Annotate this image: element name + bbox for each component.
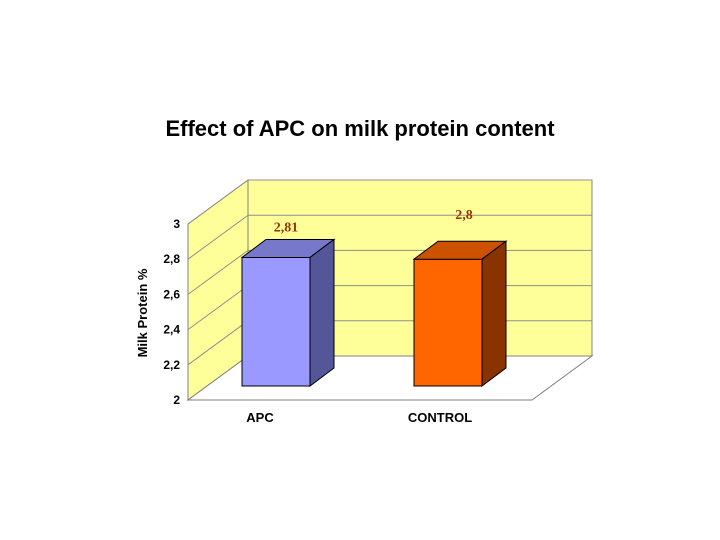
y-tick-label: 2,8 [163, 252, 180, 266]
x-category-label: APC [246, 410, 274, 425]
data-labels: 2,81 2,8 [274, 208, 473, 235]
bar-front [241, 256, 311, 387]
data-label: 2,81 [274, 220, 299, 235]
x-category-label: CONTROL [408, 410, 472, 425]
y-tick-label: 3 [173, 217, 180, 231]
x-category-labels: APC CONTROL [246, 410, 472, 425]
gridline [187, 214, 592, 260]
bar-side [481, 240, 507, 387]
y-axis-label: Milk Protein % [135, 268, 150, 357]
y-tick-label: 2 [173, 393, 180, 407]
bars [240, 238, 508, 387]
bar-control [412, 240, 508, 387]
bar-apc [240, 238, 336, 387]
chart-title: Effect of APC on milk protein content [165, 116, 555, 141]
y-tick-label: 2,6 [163, 287, 180, 301]
gridline [187, 179, 592, 225]
data-label: 2,8 [455, 208, 473, 223]
y-tick-label: 2,4 [163, 323, 180, 337]
y-tick-label: 2,2 [163, 358, 180, 372]
y-tick-labels: 2 2,2 2,4 2,6 2,8 3 [163, 217, 180, 407]
bar-front [413, 258, 483, 387]
bar-side [309, 238, 335, 387]
